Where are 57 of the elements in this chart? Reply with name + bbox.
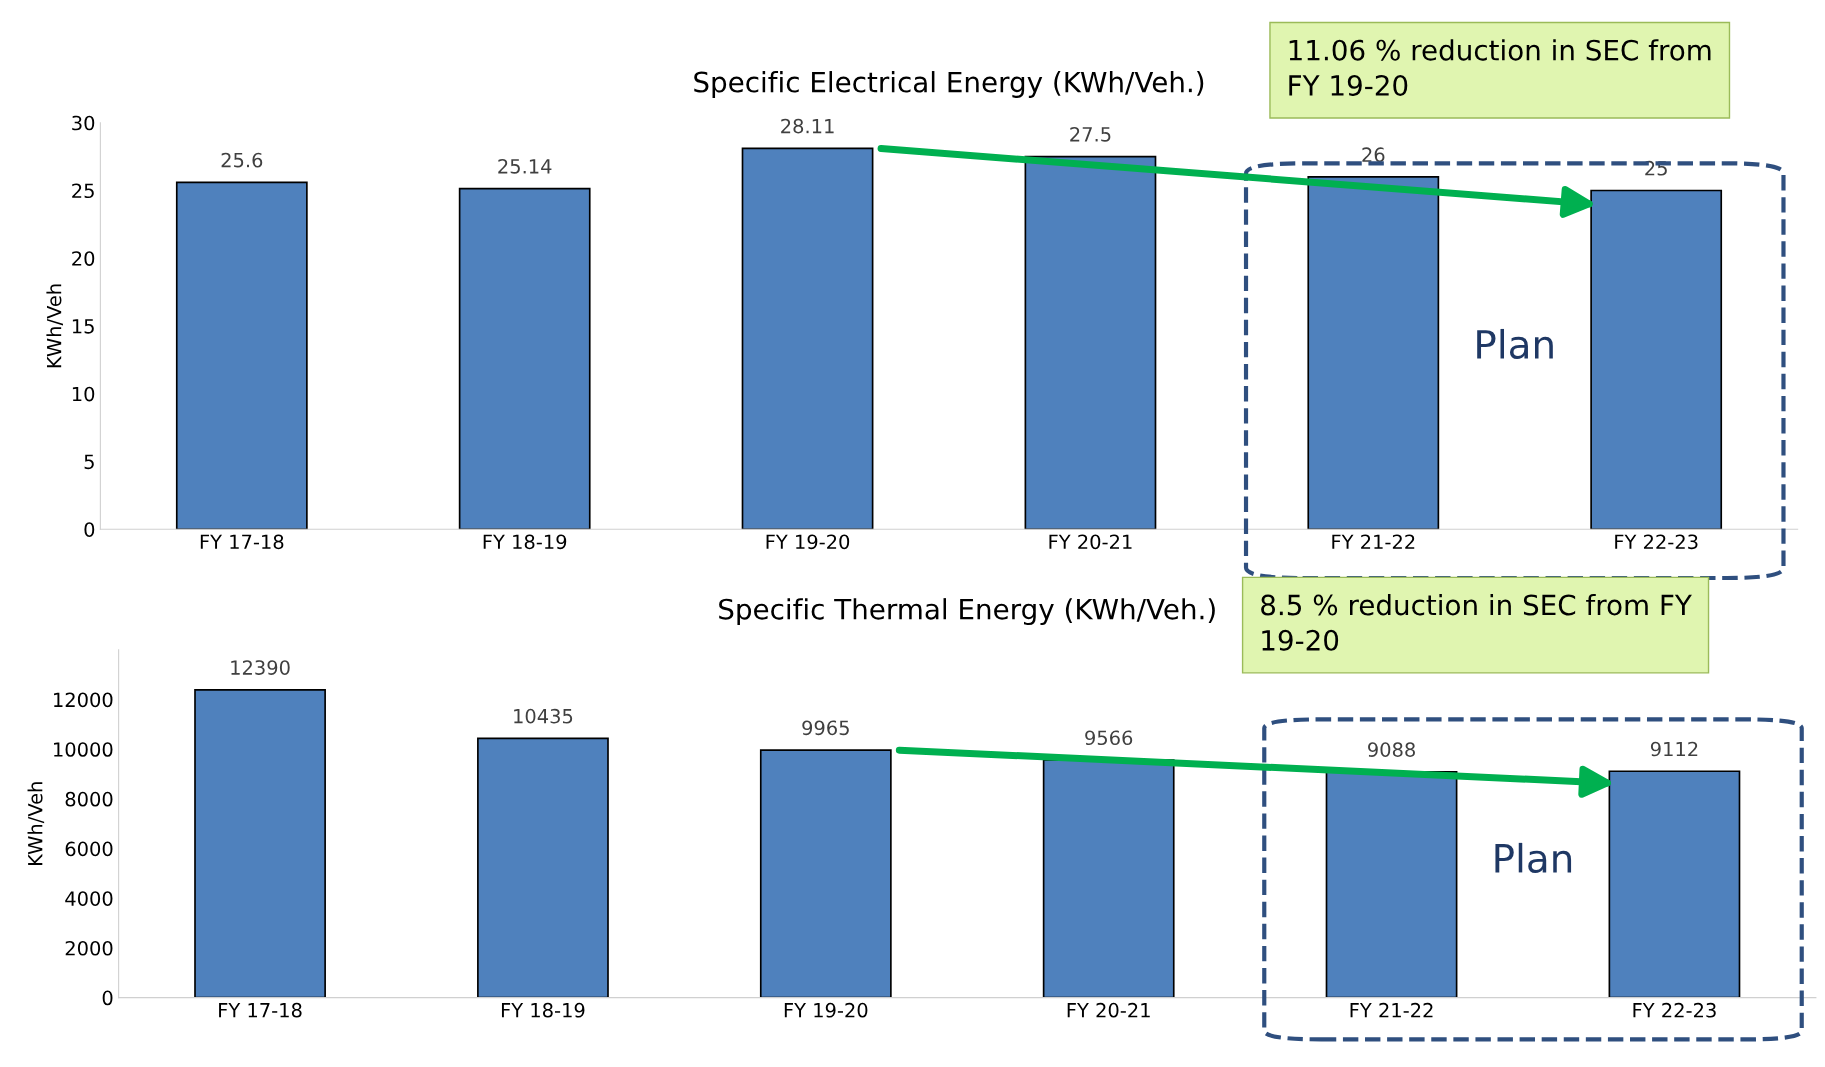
- data-label: 25.6: [221, 152, 263, 168]
- y-tick-label: 5: [84, 454, 94, 470]
- y-tick-label: 12000: [54, 692, 113, 708]
- y-tick-label: 4000: [65, 891, 113, 906]
- x-tick-label: FY 21-22: [1350, 1002, 1433, 1018]
- chart-title: Specific Electrical Energy (KWh/Veh.): [694, 71, 1204, 98]
- bar: [175, 181, 308, 530]
- y-tick-label: 25: [72, 183, 94, 199]
- bar: [1024, 155, 1157, 530]
- data-label: 9965: [802, 720, 849, 736]
- data-label: 10435: [514, 708, 573, 724]
- y-tick-label: 20: [72, 251, 95, 266]
- bar: [741, 147, 874, 530]
- data-label: 25.14: [498, 158, 552, 174]
- annotation: 8.5 % reduction in SEC from FY 19-20: [1261, 593, 1692, 651]
- y-axis-title: KWh/Veh: [46, 284, 63, 368]
- y-axis-title: KWh/Veh: [27, 782, 45, 865]
- x-tick-label: FY 20-21: [1067, 1002, 1150, 1018]
- x-tick-label: FY 17-18: [200, 534, 284, 550]
- y-tick-label: 6000: [65, 841, 113, 857]
- data-label: 9112: [1650, 741, 1698, 757]
- bar: [1608, 770, 1741, 998]
- x-tick-label: FY 17-18: [219, 1002, 302, 1018]
- annotation: Plan: [1495, 842, 1572, 873]
- bar: [1590, 189, 1723, 530]
- bar: [194, 688, 326, 998]
- data-label: 9088: [1368, 742, 1415, 757]
- bar: [458, 187, 591, 530]
- x-tick-label: FY 19-20: [766, 534, 850, 550]
- y-tick-label: 15: [72, 319, 94, 334]
- bar: [477, 737, 609, 998]
- data-label: 9566: [1085, 730, 1133, 746]
- y-tick-label: 10000: [54, 742, 113, 757]
- annotation: Plan: [1477, 328, 1553, 360]
- y-tick-label: 0: [84, 522, 95, 537]
- x-tick-label: FY 22-23: [1633, 1002, 1716, 1018]
- x-tick-label: FY 22-23: [1615, 534, 1698, 550]
- data-label: 28.11: [781, 118, 834, 134]
- bar: [759, 749, 892, 998]
- x-tick-label: FY 18-19: [483, 534, 567, 550]
- y-tick-label: 0: [102, 990, 113, 1006]
- data-label: 27.5: [1070, 127, 1111, 142]
- x-tick-label: FY 19-20: [784, 1002, 868, 1018]
- data-label: 12390: [231, 660, 290, 675]
- data-label: 26: [1362, 147, 1385, 163]
- x-tick-label: FY 20-21: [1049, 534, 1132, 550]
- bar: [1307, 176, 1440, 530]
- bar: [1042, 759, 1175, 998]
- text: 11.06 % reduction in SEC from FY 19-20: [1289, 39, 1711, 96]
- y-tick-label: 30: [72, 115, 95, 131]
- bar: [1325, 771, 1458, 998]
- x-tick-label: FY 21-22: [1332, 534, 1415, 549]
- y-tick-label: 10: [72, 386, 95, 402]
- y-tick-label: 2000: [65, 940, 113, 956]
- chart-title: Specific Thermal Energy (KWh/Veh.): [719, 598, 1215, 626]
- y-tick-label: 8000: [65, 791, 113, 807]
- x-tick-label: FY 18-19: [501, 1002, 585, 1018]
